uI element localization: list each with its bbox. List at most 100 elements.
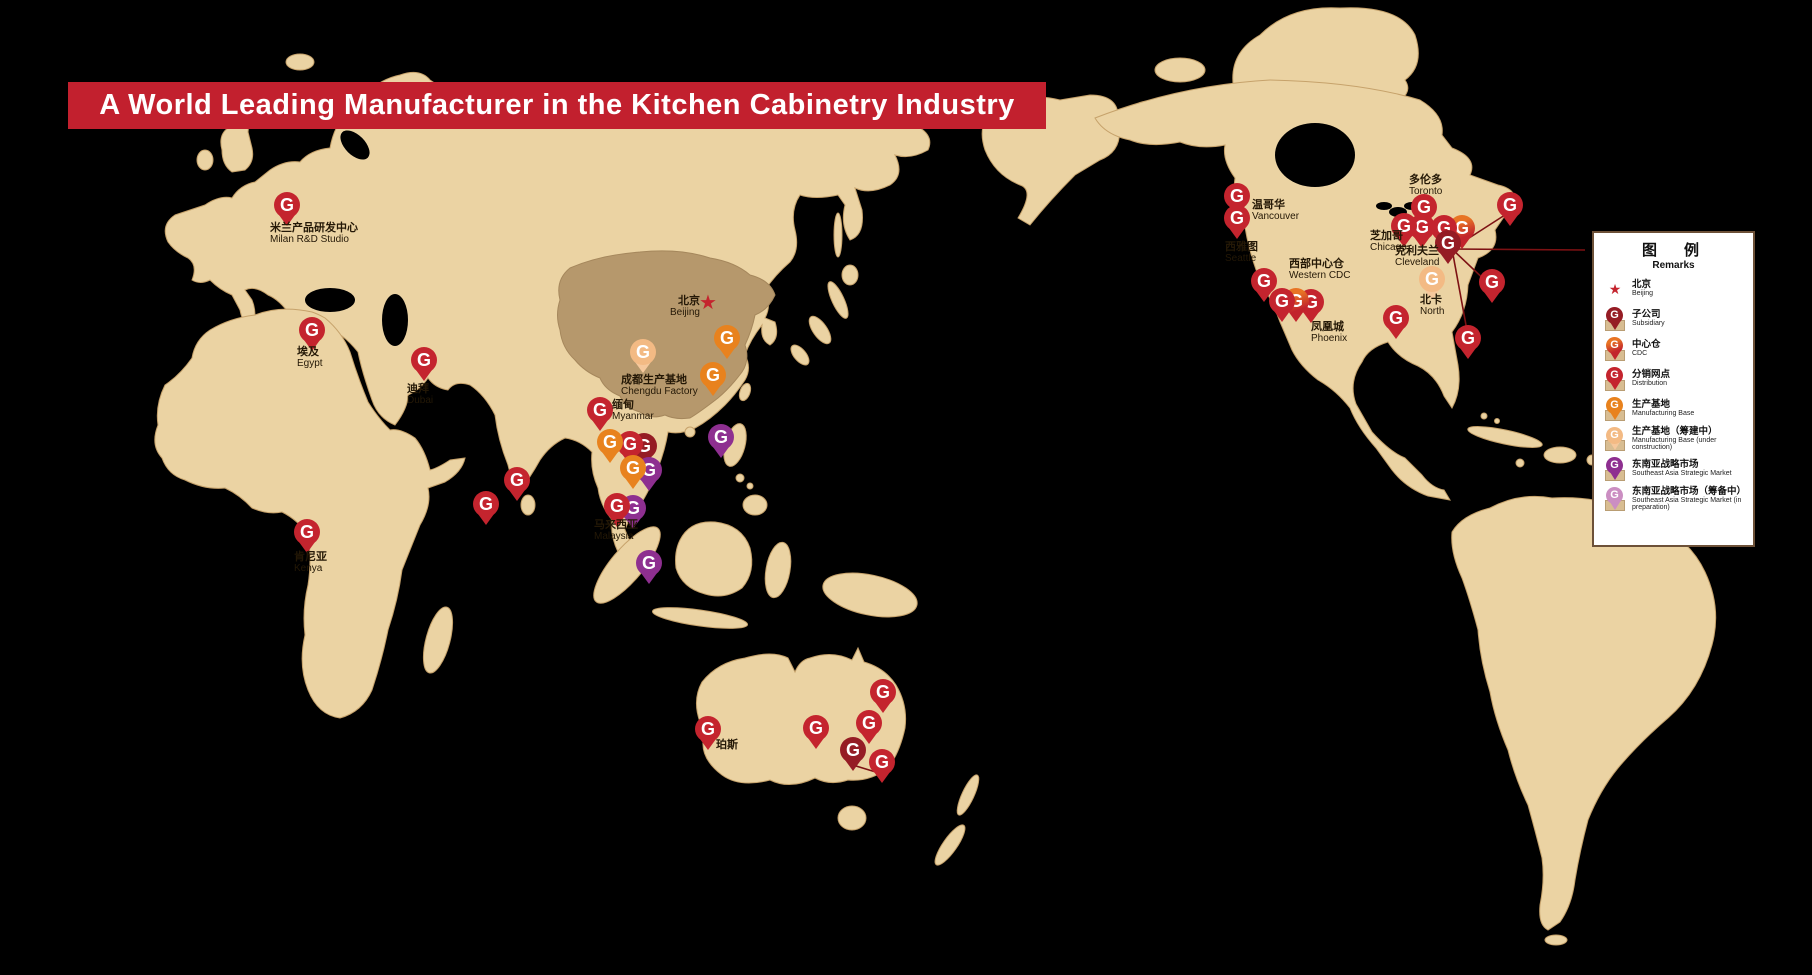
legend-label-en: Southeast Asia Strategic Market	[1632, 470, 1732, 478]
legend-panel: 图 例 Remarks ★ 北京 Beijing G 子公司 Subsidiary G 中心仓…	[1592, 231, 1755, 547]
pin-tail	[1274, 311, 1290, 322]
pin-logo-g: G	[1606, 486, 1623, 504]
pin-tail	[1609, 501, 1620, 510]
map-label-zh: 克利夫兰	[1395, 245, 1439, 257]
pin-tail	[713, 447, 729, 458]
legend-pin-cdc-icon: G	[1602, 336, 1628, 362]
landmass-africa	[154, 308, 466, 719]
pin-tail	[609, 516, 625, 527]
pin-logo-g: G	[1479, 269, 1505, 295]
pin-logo-g: G	[1224, 205, 1250, 231]
map-label-zh: 西雅图	[1225, 241, 1258, 253]
pin-logo-g: G	[840, 737, 866, 763]
map-label: 芝加哥 Chicago	[1370, 230, 1407, 254]
legend-item-subsidiary: G 子公司 Subsidiary	[1594, 304, 1753, 334]
headline-banner: A World Leading Manufacturer in the Kitc…	[68, 82, 1046, 129]
pin-tail	[705, 385, 721, 396]
legend-rows: ★ 北京 Beijing G 子公司 Subsidiary G 中心仓 CDC G 分销网点 Dist…	[1594, 274, 1753, 514]
pin-tail	[625, 518, 641, 529]
headline-text: A World Leading Manufacturer in the Kitc…	[99, 89, 1015, 121]
map-label-zh: 肯尼亚	[294, 551, 327, 563]
legend-pin: G	[1606, 396, 1624, 422]
legend-item-text: 北京 Beijing	[1632, 280, 1653, 297]
pin-logo-g: G	[1224, 183, 1250, 209]
pin-logo-g: G	[1606, 306, 1623, 324]
landmass-borneo	[675, 521, 753, 597]
map-label: 马来西亚 Malaysia	[594, 519, 638, 543]
pin-logo-g: G	[1391, 213, 1417, 239]
pin-logo-g: G	[294, 519, 320, 545]
map-label: 成都生产基地 Chengdu Factory	[621, 374, 698, 398]
map-label: 西部中心仓 Western CDC	[1289, 258, 1351, 282]
legend-title-zh: 图 例	[1641, 242, 1705, 259]
legend-label-en: Manufacturing Base (under construction)	[1632, 436, 1717, 451]
beijing-star-icon: ★	[699, 292, 717, 314]
legend-pin-se_market-icon: G	[1602, 456, 1628, 482]
legend-item-distribution: G 分销网点 Distribution	[1594, 364, 1753, 394]
pin-logo-g: G	[695, 716, 721, 742]
map-label-zh: 缅甸	[612, 399, 634, 411]
pin-logo-g: G	[411, 347, 437, 373]
map-label-en: North	[1420, 306, 1445, 318]
pin-logo-g: G	[1251, 268, 1277, 294]
pin-tail	[1229, 228, 1245, 239]
pin-tail	[845, 760, 861, 771]
map-label: 缅甸 Myanmar	[612, 399, 654, 423]
pin-tail	[1502, 215, 1518, 226]
pin-tail	[592, 420, 608, 431]
legend-pin: G	[1606, 486, 1624, 512]
landmass-south-america	[1451, 495, 1717, 931]
map-label-zh: 北京	[678, 295, 700, 307]
legend-label-en: Manufacturing Base	[1632, 410, 1695, 418]
pin-tail	[1424, 289, 1440, 300]
pin-logo-g: G	[1419, 266, 1445, 292]
pin-tail	[279, 215, 295, 226]
pin-tail	[299, 542, 315, 553]
legend-pin-distribution-icon: G	[1602, 366, 1628, 392]
legend-item-cdc: G 中心仓 CDC	[1594, 334, 1753, 364]
legend-label-zh: 分销网点	[1632, 369, 1671, 381]
pin-tail	[509, 490, 525, 501]
legend-item-manufacturing_uc: G 生产基地（筹建中） Manufacturing Base (under cons…	[1594, 424, 1753, 454]
legend-label-en: Beijing	[1632, 290, 1654, 298]
map-label-zh: 凤凰城	[1311, 321, 1344, 333]
map-label-en: Egypt	[297, 358, 323, 370]
pin-tail	[1460, 348, 1476, 359]
map-label-zh: 芝加哥	[1370, 230, 1403, 242]
legend-label-zh: 中心仓	[1632, 339, 1661, 351]
landmass-tasmania	[837, 805, 867, 831]
legend-label-en: CDC	[1632, 350, 1648, 358]
pin-logo-g: G	[708, 424, 734, 450]
legend-pin-subsidiary-icon: G	[1602, 306, 1628, 332]
pin-logo-g: G	[1269, 288, 1295, 314]
pin-tail	[1288, 311, 1304, 322]
pin-tail	[1609, 411, 1620, 420]
pin-logo-g: G	[700, 362, 726, 388]
landmass-uk	[220, 119, 254, 173]
map-label-zh: 米兰产品研发中心	[270, 222, 358, 234]
pin-logo-g: G	[803, 715, 829, 741]
legend-label-zh: 东南亚战略市场	[1632, 459, 1699, 471]
map-label-en: Beijing	[669, 307, 700, 319]
legend-label-zh: 生产基地	[1632, 399, 1671, 411]
pin-logo-g: G	[504, 467, 530, 493]
pin-tail	[1388, 328, 1404, 339]
pin-logo-g: G	[620, 455, 646, 481]
map-label-zh: 迪拜	[407, 383, 429, 395]
map-label-en: Malaysia	[594, 531, 634, 543]
landmass-sulawesi	[764, 541, 792, 599]
pin-tail	[1303, 312, 1319, 323]
map-label: 凤凰城 Phoenix	[1311, 321, 1347, 345]
map-label: 米兰产品研发中心 Milan R&D Studio	[270, 222, 358, 246]
legend-item-text: 东南亚战略市场 Southeast Asia Strategic Market	[1632, 460, 1732, 477]
beijing-star-icon: ★	[1602, 276, 1628, 302]
map-label-zh: 埃及	[297, 346, 319, 358]
map-label-en: Phoenix	[1311, 333, 1348, 345]
pin-tail	[1414, 237, 1430, 248]
legend-pin: G	[1606, 426, 1624, 452]
pin-tail	[641, 573, 657, 584]
map-label-beijing: 北京 Beijing	[670, 295, 700, 319]
legend-label-zh: 生产基地（筹建中）	[1632, 425, 1718, 437]
pin-logo-g: G	[1606, 456, 1623, 474]
